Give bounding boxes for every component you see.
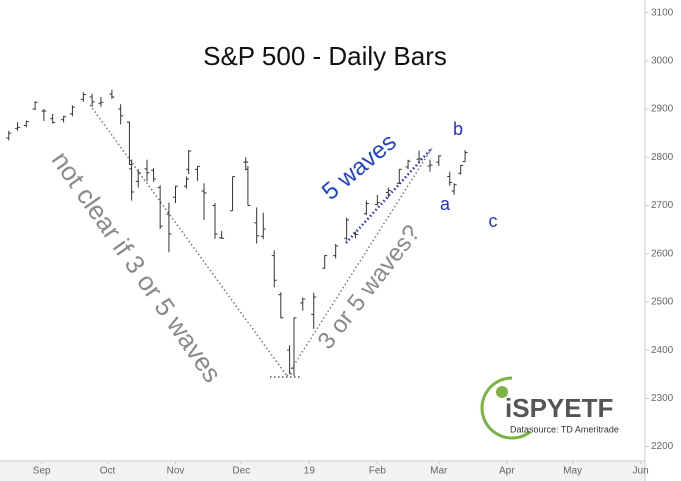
logo-arc <box>480 376 531 440</box>
x-tick-label: 19 <box>304 466 316 477</box>
y-tick-label: 2300 <box>651 393 674 404</box>
source: Datasource: TD Ameritrade <box>510 424 619 434</box>
annotation: not clear if 3 or 5 waves <box>46 146 228 388</box>
x-tick-label: Dec <box>232 466 250 477</box>
wave-line <box>345 147 433 244</box>
logo-text: iSPYETF <box>505 393 613 423</box>
y-tick-label: 2900 <box>651 104 674 115</box>
x-tick-label: Apr <box>499 466 515 477</box>
x-tick-label: Sep <box>33 466 51 477</box>
annotation: c <box>489 211 498 231</box>
x-tick-label: Nov <box>167 466 185 477</box>
y-tick-label: 2400 <box>651 345 674 356</box>
x-tick-label: Jun <box>633 466 649 477</box>
x-tick-label: May <box>563 466 582 477</box>
annotation: b <box>453 119 463 139</box>
y-tick-label: 3000 <box>651 55 674 66</box>
chart-title: S&P 500 - Daily Bars <box>203 41 447 71</box>
annotation: a <box>440 194 451 214</box>
logo: iSPYETF Datasource: TD Ameritrade <box>480 376 619 440</box>
y-tick-label: 2200 <box>651 441 674 452</box>
y-tick-label: 2500 <box>651 297 674 308</box>
annotation: 3 or 5 waves? <box>312 220 425 354</box>
logo-dot <box>496 386 508 398</box>
trend-line <box>286 147 433 377</box>
y-tick-label: 2700 <box>651 200 674 211</box>
x-axis-band <box>0 461 645 481</box>
x-tick-label: Feb <box>369 466 387 477</box>
y-tick-label: 2800 <box>651 152 674 163</box>
y-tick-label: 2600 <box>651 248 674 259</box>
x-tick-label: Mar <box>430 466 448 477</box>
wave-lines <box>89 104 433 378</box>
y-tick-label: 3100 <box>651 7 674 18</box>
x-tick-label: Oct <box>100 466 116 477</box>
